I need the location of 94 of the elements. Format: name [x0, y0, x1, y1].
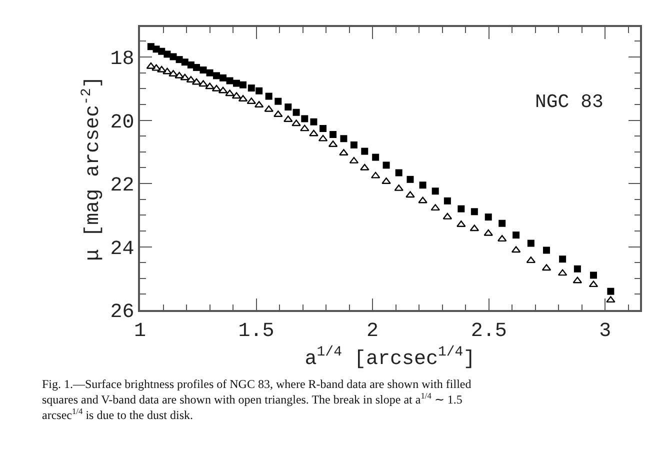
point — [318, 134, 328, 142]
point — [588, 280, 598, 288]
point — [498, 220, 506, 227]
point — [370, 172, 380, 178]
point — [432, 188, 439, 195]
y-tick-label: 24 — [110, 238, 134, 261]
point — [232, 92, 242, 99]
point — [292, 108, 300, 116]
point — [406, 191, 415, 198]
point — [170, 53, 177, 60]
x-tick-label: 3 — [599, 320, 612, 343]
point — [180, 74, 190, 80]
point — [394, 184, 404, 191]
point — [559, 256, 566, 263]
point — [350, 141, 358, 148]
point — [574, 265, 581, 272]
point — [226, 77, 234, 84]
point — [238, 94, 248, 102]
point — [174, 72, 184, 78]
point — [484, 229, 494, 236]
point — [320, 125, 327, 132]
point — [310, 118, 318, 126]
x-tick-label: 2 — [366, 320, 379, 343]
point — [264, 105, 274, 112]
point — [511, 246, 521, 253]
point — [607, 288, 614, 295]
point — [470, 224, 480, 232]
point — [470, 208, 478, 216]
point — [274, 98, 282, 105]
point — [572, 276, 582, 284]
point — [497, 235, 507, 242]
point — [181, 58, 188, 66]
point — [430, 204, 440, 211]
point — [309, 130, 318, 136]
point — [284, 104, 292, 110]
point — [248, 84, 255, 92]
y-tick-label: 20 — [110, 111, 134, 134]
x-tick-label: 1.5 — [238, 320, 274, 343]
x-tick-label: 1 — [134, 320, 146, 343]
point — [418, 196, 428, 204]
point — [156, 66, 166, 72]
point — [213, 72, 220, 80]
point — [339, 149, 348, 156]
point — [526, 256, 536, 264]
point — [256, 87, 263, 94]
point — [162, 68, 172, 74]
point — [301, 115, 308, 122]
point — [360, 164, 370, 170]
point — [212, 84, 222, 92]
point — [152, 64, 161, 71]
point — [198, 80, 208, 87]
point — [200, 66, 207, 74]
point — [442, 212, 452, 220]
point — [340, 135, 348, 142]
point — [218, 86, 228, 94]
point — [458, 205, 465, 212]
point — [292, 120, 301, 126]
x-axis-title: a$^{1/4}$ [arcsec$^{1/4}$] — [304, 344, 476, 371]
point — [300, 124, 310, 132]
point — [205, 82, 214, 90]
point — [206, 69, 214, 76]
y-tick-label: 18 — [110, 48, 134, 72]
point — [606, 296, 616, 303]
x-tick-label: 2.5 — [470, 320, 507, 343]
point — [512, 232, 520, 239]
point — [484, 214, 492, 221]
annotation: NGC 83 — [535, 91, 604, 113]
point — [361, 148, 368, 155]
point — [330, 131, 337, 138]
point — [265, 92, 272, 100]
point — [164, 50, 171, 58]
point — [192, 78, 202, 85]
point — [527, 240, 534, 247]
point — [395, 169, 402, 176]
point — [225, 90, 234, 96]
point — [542, 264, 552, 271]
point — [444, 197, 451, 204]
point — [382, 162, 390, 169]
point — [419, 182, 426, 189]
point — [558, 269, 568, 276]
point — [349, 156, 359, 164]
text: Fig. 1.—Surface brightness profiles of NGC 83, where R-band data are shown with filled squares and V-band data are shown with open triangles. The break in slope at a$^{1/4}$ ∼ 1.5 arcsec$^{1/4}$ is due to the dust disk. — [42, 377, 472, 422]
point — [406, 176, 414, 183]
point — [590, 272, 597, 279]
y-tick-label: 22 — [110, 174, 134, 198]
point — [543, 246, 550, 254]
point — [372, 154, 380, 161]
point — [274, 110, 283, 117]
point — [233, 80, 240, 87]
y-tick-label: 26 — [110, 301, 134, 324]
point — [146, 62, 156, 69]
point — [220, 74, 227, 82]
point — [193, 64, 200, 71]
point — [240, 81, 247, 88]
